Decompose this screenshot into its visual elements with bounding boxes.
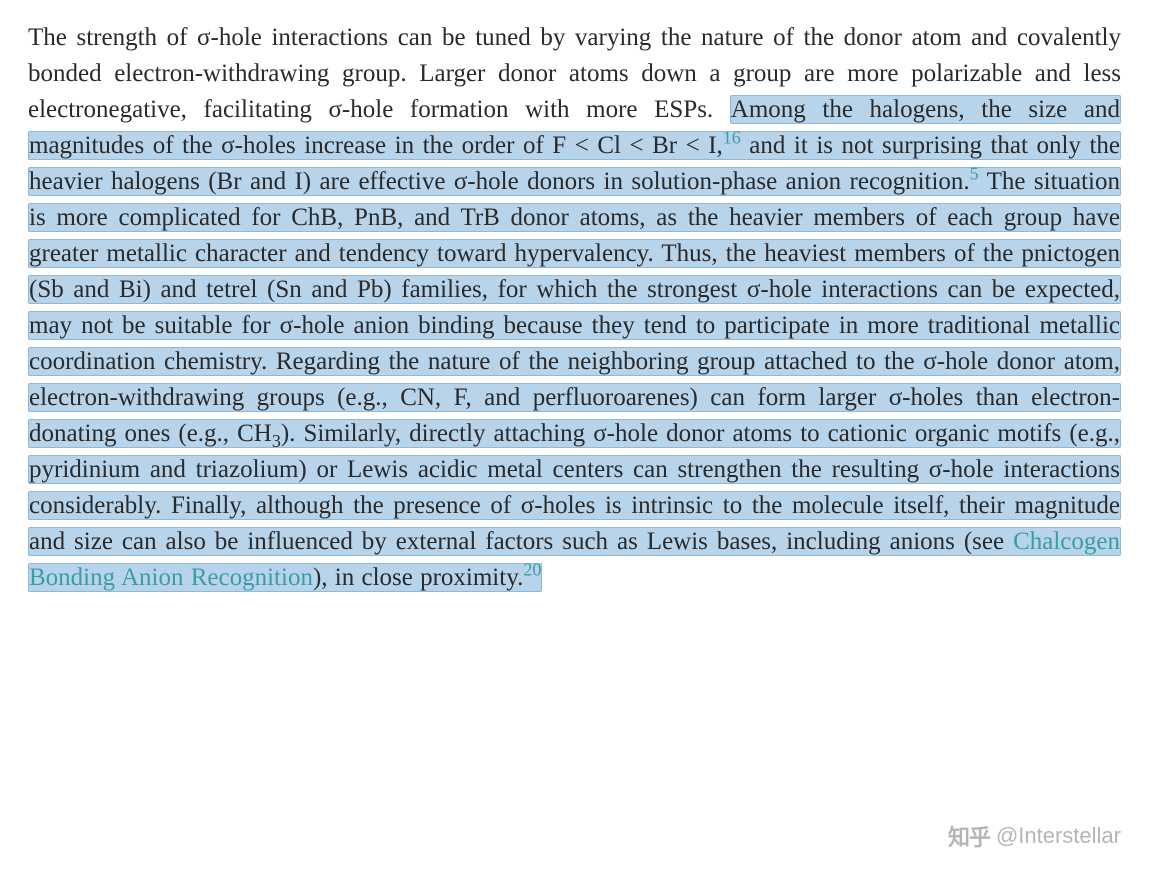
- citation-ref-20[interactable]: 20: [523, 560, 541, 580]
- citation-ref-16[interactable]: 16: [723, 128, 741, 148]
- body-paragraph: The strength of σ-hole interactions can …: [28, 20, 1121, 596]
- citation-ref-5[interactable]: 5: [970, 164, 979, 184]
- hl-segment-3: The situation is more complicated for Ch…: [29, 168, 1120, 447]
- watermark: 知乎 @Interstellar: [948, 820, 1121, 852]
- watermark-author: @Interstellar: [996, 823, 1121, 849]
- zhihu-logo-icon: 知乎: [948, 820, 990, 852]
- subscript-3: 3: [272, 431, 281, 451]
- hl-segment-5: ), in close proximity.: [313, 564, 523, 591]
- highlighted-passage: Among the halogens, the size and magnitu…: [28, 95, 1121, 592]
